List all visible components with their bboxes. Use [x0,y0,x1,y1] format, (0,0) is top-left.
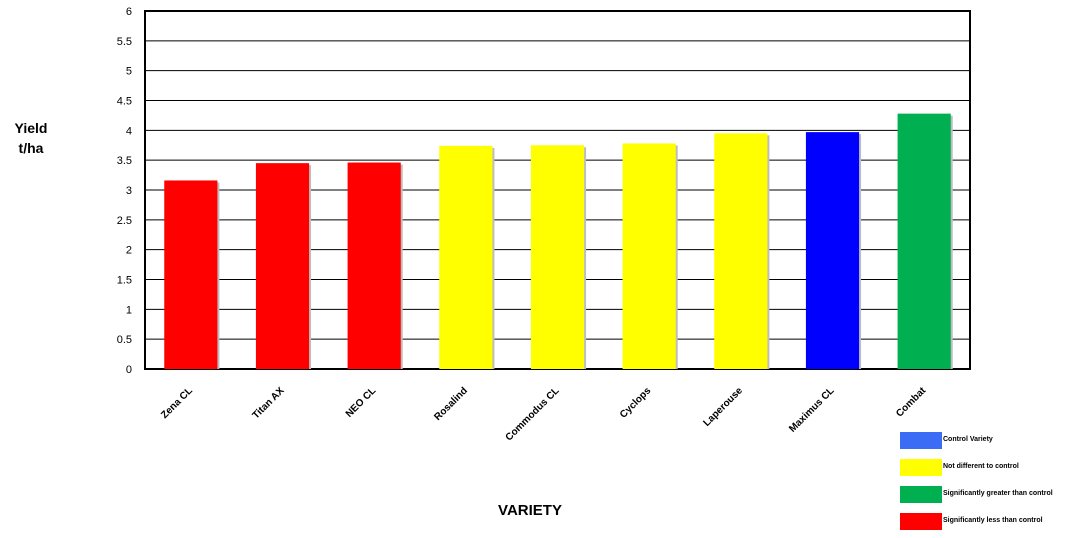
x-tick-label-1: Titan AX [251,385,287,421]
legend-swatch-control [900,432,942,449]
y-tick-label-1: 0.5 [117,334,132,346]
y-tick-label-5: 2.5 [117,215,132,227]
bar-6 [714,133,768,369]
y-tick-label-3: 1.5 [117,275,132,287]
x-tick-label-2: NEO CL [344,385,378,419]
x-tick-label-0: Zena CL [159,385,195,421]
bar-7 [805,132,860,369]
y-tick-label-12: 6 [126,6,132,18]
bar-2 [347,162,401,369]
legend-item-not-different: Not different to control [898,457,1087,484]
y-tick-label-10: 5 [126,66,132,78]
y-tick-label-0: 0 [126,364,132,376]
x-tick-label-7: Maximus CL [787,385,836,434]
x-tick-label-6: Laperouse [701,385,745,429]
x-axis-label: VARIETY [498,502,562,519]
bar-0 [164,180,218,369]
bar-5 [622,143,676,369]
yield-chart: 0 0.5 1 1.5 2 2.5 3 3.5 4 4.5 5 5.5 6 Zena CL Titan AX… [6,6,1053,530]
legend-label-control: Control Variety [943,436,993,443]
bar-1 [255,163,310,369]
y-axis-label-line2: t/ha [18,140,44,156]
bar-4 [530,145,585,369]
legend-swatch-not-different [900,459,942,476]
legend-swatch-less [900,513,942,530]
legend-swatch-greater [900,486,942,503]
legend-item-less: Significantly less than control [898,511,1087,538]
x-tick-label-4: Commodus CL [504,385,562,443]
y-tick-label-8: 4 [126,125,132,137]
bar-8 [897,113,951,369]
legend-item-control: Control Variety [898,430,1087,457]
y-tick-label-7: 3.5 [117,155,132,167]
legend-label-not-different: Not different to control [943,463,1019,470]
y-tick-label-11: 5.5 [117,36,132,48]
legend-label-greater: Significantly greater than control [943,490,1053,497]
y-tick-label-6: 3 [126,185,132,197]
x-tick-label-3: Rosalind [432,385,470,423]
bar-3 [439,145,493,369]
y-tick-label-4: 2 [126,245,132,257]
legend-item-greater: Significantly greater than control [898,484,1087,511]
x-tick-label-8: Combat [894,385,929,420]
y-axis-label: Yield t/ha [6,118,56,158]
bar-chart-svg: 0 0.5 1 1.5 2 2.5 3 3.5 4 4.5 5 5.5 6 Zena CL Titan AX… [117,6,971,443]
y-tick-label-9: 4.5 [117,96,132,108]
y-tick-label-2: 1 [126,304,132,316]
legend-label-less: Significantly less than control [943,517,1043,524]
legend: Control Variety Not different to control… [898,430,1087,538]
x-tick-label-5: Cyclops [618,385,654,421]
y-axis-label-line1: Yield [14,120,48,136]
